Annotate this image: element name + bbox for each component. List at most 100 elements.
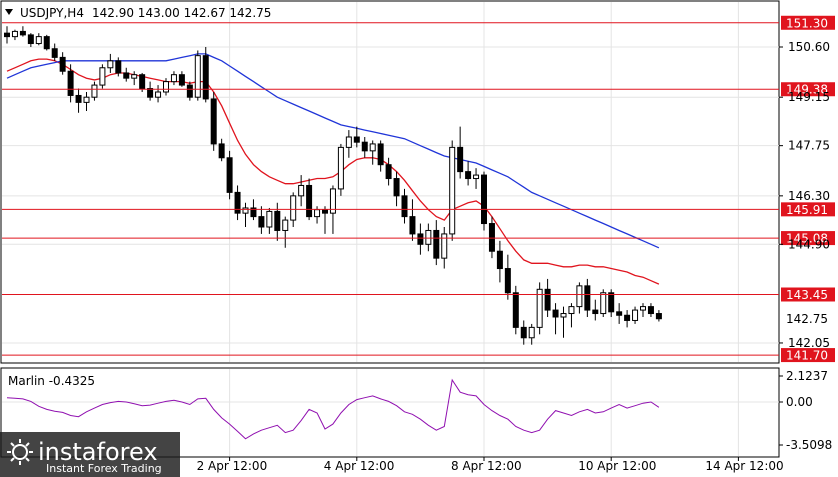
candle-bearish <box>43 36 50 50</box>
candle-bearish <box>67 70 74 96</box>
candle-bearish <box>178 74 185 86</box>
y-tick-label: 150.60 <box>788 40 830 54</box>
logo-background <box>0 432 180 477</box>
candle-bullish <box>425 229 432 245</box>
candle-bullish <box>91 84 98 98</box>
instaforex-logo: instaforex Instant Forex Trading <box>0 432 180 477</box>
candle-bullish <box>337 146 344 190</box>
level-label-box <box>781 348 835 363</box>
candle-bearish <box>608 292 615 313</box>
candle-bearish <box>226 157 233 193</box>
level-label-box <box>781 82 835 97</box>
candle-bearish <box>393 178 400 197</box>
candle-bullish <box>560 313 567 318</box>
level-label: 143.45 <box>786 288 828 302</box>
candle-bearish <box>202 55 209 100</box>
candle-bearish <box>520 326 527 339</box>
candle-bearish <box>4 32 10 38</box>
candle-bullish <box>369 143 376 152</box>
candle-bearish <box>433 229 440 259</box>
level-label: 145.08 <box>786 232 828 246</box>
candle-bearish <box>624 314 631 321</box>
osc-tick-label: 0.00 <box>786 395 813 409</box>
candle-bearish <box>584 285 591 311</box>
candle-bearish <box>218 143 225 159</box>
x-tick-label: 8 Apr 12:00 <box>451 459 522 473</box>
candle-bullish <box>314 209 321 218</box>
candle-bullish <box>449 146 456 235</box>
main-plot-frame <box>0 0 780 364</box>
x-tick-label: 14 Apr 12:00 <box>705 459 783 473</box>
candle-bearish <box>210 98 217 145</box>
price-levels: 151.30 149.38 145.91 145.08 143.45 141.70 <box>2 15 835 363</box>
price-axis: 150.60 149.15 147.75 146.30 144.90 142.05 142.… <box>779 40 835 350</box>
oscillator-line <box>6 378 660 440</box>
candle-bullish <box>266 210 273 228</box>
candle-bearish <box>59 56 66 72</box>
candle-bearish <box>655 313 662 320</box>
candle-bearish <box>234 191 241 214</box>
y-tick-label: 144.90 <box>788 237 830 251</box>
candle-bearish <box>544 288 551 311</box>
candles <box>4 26 662 345</box>
candle-bearish <box>465 171 472 180</box>
current-price-label: 142.75 <box>786 312 828 326</box>
candle-bullish <box>242 207 249 214</box>
current-price-box <box>781 311 835 326</box>
level-label-box <box>781 15 835 30</box>
candle-bearish <box>409 216 416 235</box>
candle-bullish <box>83 96 90 103</box>
candle-bullish <box>640 306 646 311</box>
candle-bearish <box>258 216 265 228</box>
candle-bearish <box>512 292 519 328</box>
y-tick-label: 147.75 <box>788 139 830 153</box>
indicator-label: Marlin -0.4325 <box>8 374 95 388</box>
candle-bearish <box>377 143 384 166</box>
candle-bearish <box>27 34 34 45</box>
candle-bearish <box>496 250 503 270</box>
candle-bearish <box>385 164 392 180</box>
candle-bullish <box>170 74 177 83</box>
candle-bearish <box>417 233 424 245</box>
x-tick-label: 4 Apr 12:00 <box>324 459 395 473</box>
candle-bullish <box>11 30 18 38</box>
level-label: 149.38 <box>786 83 828 97</box>
level-label-box <box>781 287 835 302</box>
candle-bearish <box>488 223 495 252</box>
level-label-box <box>781 202 835 217</box>
candle-bearish <box>616 311 623 316</box>
logo-sun-icon <box>7 439 33 465</box>
candle-bearish <box>51 48 58 58</box>
candle-bearish <box>457 146 464 173</box>
y-tick-label: 146.30 <box>788 189 830 203</box>
candle-bearish <box>115 60 122 74</box>
moving-average-line <box>6 58 660 285</box>
candle-bearish <box>647 306 654 315</box>
candle-bearish <box>481 174 487 225</box>
candle-bearish <box>322 209 328 214</box>
osc-tick-label: -3.5098 <box>786 438 832 452</box>
logo-tagline-text: Instant Forex Trading <box>46 462 162 475</box>
candle-bullish <box>194 55 201 98</box>
candle-bullish <box>163 81 169 93</box>
candle-bullish <box>576 285 583 308</box>
candle-bearish <box>186 84 193 98</box>
candle-bullish <box>536 288 543 328</box>
level-label: 145.91 <box>786 203 828 217</box>
chart-menu-triangle-icon[interactable] <box>5 9 13 15</box>
candle-bullish <box>441 233 448 259</box>
candle-bearish <box>353 136 360 143</box>
osc-tick-label: 2.1237 <box>786 369 828 383</box>
candle-bearish <box>75 94 82 103</box>
level-label: 141.70 <box>786 349 828 363</box>
candle-bearish <box>552 309 559 318</box>
logo-brand-text: instaforex <box>38 438 158 466</box>
candle-bearish <box>306 184 313 218</box>
candle-bullish <box>99 67 106 86</box>
symbol-label: USDJPY,H4 <box>20 6 84 20</box>
candle-bearish <box>592 309 599 315</box>
candle-bearish <box>19 30 26 36</box>
level-label: 151.30 <box>786 16 828 30</box>
candle-bullish <box>345 136 352 148</box>
candle-bearish <box>147 88 154 98</box>
